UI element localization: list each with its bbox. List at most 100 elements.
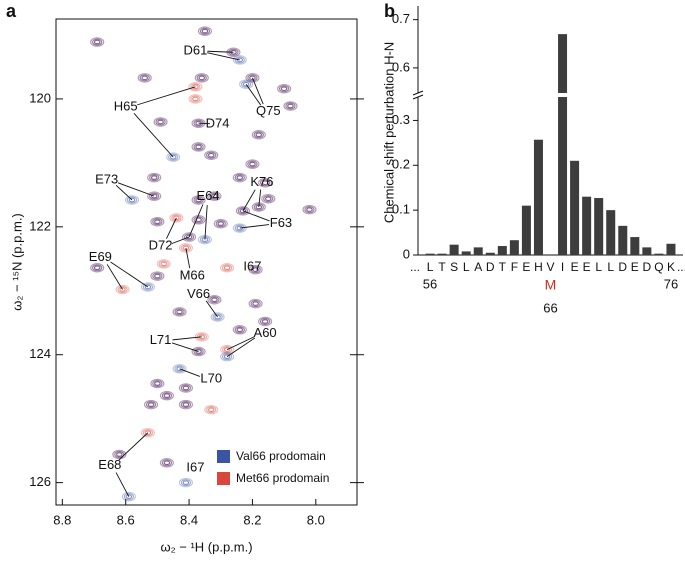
peak bbox=[151, 272, 164, 280]
contour bbox=[218, 222, 223, 226]
leader-line bbox=[134, 113, 173, 157]
contour bbox=[212, 298, 217, 302]
y-tick-label: 126 bbox=[29, 474, 51, 489]
peak-label: L71 bbox=[150, 332, 172, 347]
contour bbox=[199, 76, 204, 80]
leader-line bbox=[172, 343, 198, 352]
peak bbox=[214, 219, 227, 227]
leader-line bbox=[172, 237, 189, 243]
contour bbox=[183, 386, 188, 390]
contour bbox=[161, 262, 166, 266]
contour bbox=[94, 40, 99, 44]
axis-break-gap bbox=[557, 93, 569, 97]
leader-line bbox=[252, 78, 263, 104]
contour bbox=[250, 76, 255, 80]
peak bbox=[205, 151, 218, 159]
legend-swatch bbox=[217, 450, 230, 463]
peak bbox=[195, 74, 208, 82]
residue-number: 76 bbox=[664, 276, 678, 291]
contour bbox=[183, 403, 188, 407]
bar bbox=[654, 254, 663, 255]
contour bbox=[158, 120, 163, 124]
contour bbox=[237, 328, 242, 332]
y-axis-title: Chemical shift perturbation H-N bbox=[381, 42, 396, 223]
peak bbox=[173, 308, 186, 316]
peak bbox=[179, 400, 192, 408]
leader-line bbox=[243, 190, 255, 211]
peak-label: V66 bbox=[187, 286, 210, 301]
contour bbox=[209, 153, 214, 157]
contour bbox=[281, 87, 286, 91]
x-tick-label: Q bbox=[654, 260, 663, 274]
contour bbox=[120, 288, 125, 292]
ellipsis: ... bbox=[677, 260, 685, 274]
contour bbox=[94, 266, 99, 270]
peak bbox=[160, 391, 173, 399]
peak bbox=[221, 264, 234, 272]
contour bbox=[117, 453, 122, 457]
leader-line bbox=[137, 87, 195, 105]
peak-label: L70 bbox=[200, 370, 222, 385]
peak bbox=[179, 478, 192, 486]
peak bbox=[179, 384, 192, 392]
peak bbox=[303, 205, 316, 213]
bar bbox=[570, 161, 579, 255]
x-tick-label: E bbox=[583, 260, 591, 274]
contour bbox=[256, 133, 261, 137]
contour bbox=[262, 320, 267, 324]
ellipsis: ... bbox=[410, 260, 420, 274]
contour bbox=[237, 176, 242, 180]
peak bbox=[192, 216, 205, 224]
peak-label: M66 bbox=[180, 268, 205, 283]
leader-line bbox=[119, 433, 148, 460]
contour bbox=[148, 403, 153, 407]
x-tick-label: H bbox=[534, 260, 543, 274]
contour bbox=[253, 302, 258, 306]
peak-label: E68 bbox=[98, 457, 121, 472]
peak-label: E69 bbox=[89, 249, 112, 264]
x-tick-label: A bbox=[474, 260, 482, 274]
peak-label: Q75 bbox=[256, 103, 281, 118]
peak-label: D61 bbox=[183, 42, 207, 57]
bar bbox=[522, 206, 531, 255]
contour bbox=[164, 394, 169, 398]
peak bbox=[151, 218, 164, 226]
peak bbox=[233, 173, 246, 181]
x-tick-label: 8.8 bbox=[53, 512, 71, 527]
x-tick-label: L bbox=[595, 260, 602, 274]
peak-label: A60 bbox=[254, 325, 277, 340]
leader-line bbox=[243, 211, 270, 221]
bar bbox=[666, 244, 675, 255]
y-tick-label: 122 bbox=[29, 218, 51, 233]
x-tick-label: L bbox=[463, 260, 470, 274]
x-tick-label: E bbox=[571, 260, 579, 274]
x-tick-label: D bbox=[643, 260, 652, 274]
contour bbox=[155, 274, 160, 278]
residue-number: 66 bbox=[543, 300, 557, 315]
contour bbox=[177, 310, 182, 314]
variant-label: M bbox=[545, 277, 557, 293]
y-tick-label: 120 bbox=[29, 90, 51, 105]
peak bbox=[160, 459, 173, 467]
peak bbox=[192, 143, 205, 151]
peak-label: K76 bbox=[250, 174, 273, 189]
peak bbox=[138, 74, 151, 82]
contour bbox=[288, 104, 293, 108]
peak-label: D74 bbox=[206, 115, 230, 130]
peak bbox=[246, 160, 259, 168]
legend-label: Met66 prodomain bbox=[236, 471, 329, 485]
residue-number: 56 bbox=[423, 276, 437, 291]
leader-line bbox=[116, 473, 129, 497]
x-tick-label: S bbox=[450, 260, 458, 274]
peak bbox=[278, 85, 291, 93]
bar bbox=[630, 237, 639, 255]
bar bbox=[426, 254, 435, 255]
contour bbox=[193, 97, 198, 101]
leader-line bbox=[205, 205, 207, 239]
bar bbox=[558, 34, 567, 255]
panel-letter: a bbox=[6, 1, 17, 21]
x-tick-label: 8.0 bbox=[307, 512, 325, 527]
x-tick-label: E bbox=[631, 260, 639, 274]
peak-label: E73 bbox=[95, 172, 118, 187]
